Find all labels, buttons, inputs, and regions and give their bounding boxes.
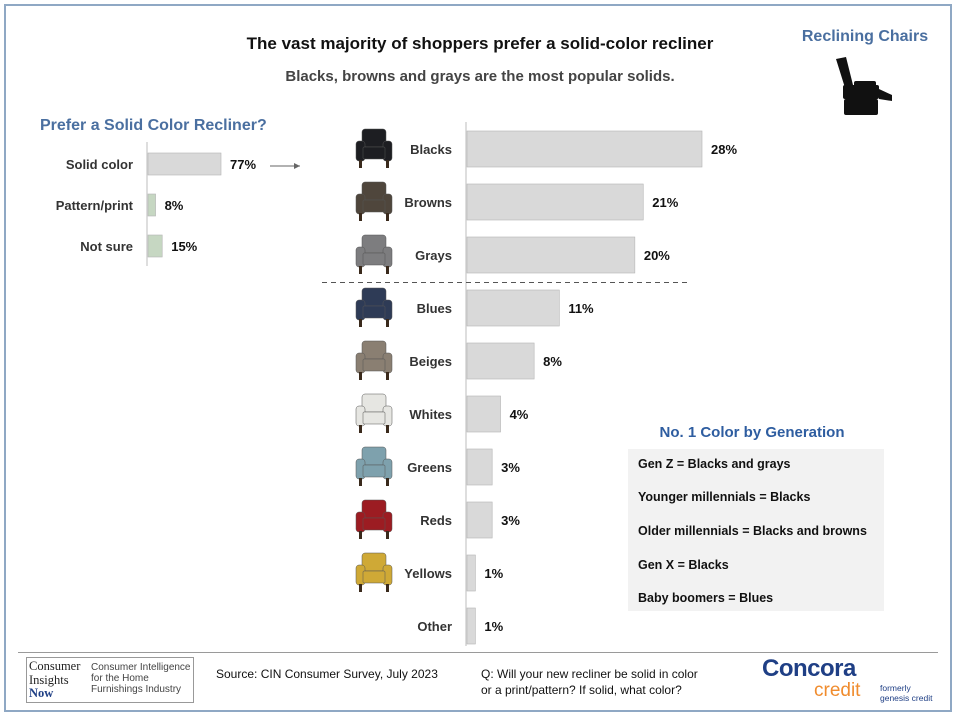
- generation-line: Gen Z = Blacks and grays: [638, 457, 791, 471]
- value-label: 21%: [652, 195, 678, 210]
- chart-subtitle: Blacks, browns and grays are the most po…: [285, 68, 675, 85]
- category-label: Blues: [417, 301, 452, 316]
- source-note: Source: CIN Consumer Survey, July 2023: [216, 667, 438, 681]
- bar: [466, 183, 644, 221]
- value-label: 4%: [510, 407, 529, 422]
- category-label: Browns: [404, 195, 452, 210]
- generation-line: Older millennials = Blacks and browns: [638, 524, 867, 538]
- armchair-icon: [355, 393, 393, 433]
- left-chart-title: Prefer a Solid Color Recliner?: [40, 117, 267, 134]
- category-label: Reds: [420, 513, 452, 528]
- armchair-icon: [355, 287, 393, 327]
- bar: [466, 501, 493, 539]
- category-label: Not sure: [80, 239, 133, 254]
- bar: [466, 395, 501, 433]
- value-label: 3%: [501, 513, 520, 528]
- category-label: Solid color: [66, 157, 133, 172]
- cin-logo: Consumer Insights Now Consumer Intellige…: [26, 657, 194, 703]
- category-label: Beiges: [409, 354, 452, 369]
- bar: [147, 193, 156, 217]
- recliner-chair-icon: [836, 57, 892, 115]
- category-label: Pattern/print: [56, 198, 134, 213]
- concora-logo: Concora: [762, 655, 856, 682]
- value-label: 15%: [171, 239, 197, 254]
- bar: [147, 234, 163, 258]
- armchair-icon: [355, 128, 393, 168]
- bar: [466, 236, 636, 274]
- bar: [466, 607, 476, 645]
- survey-question: Q: Will your new recliner be solid in co…: [481, 667, 698, 697]
- category-label: Yellows: [404, 566, 452, 581]
- arrow-head: [294, 163, 300, 169]
- slide-frame: [4, 4, 952, 712]
- armchair-icon: [355, 499, 393, 539]
- cin-tagline: Consumer Intelligence for the Home Furni…: [91, 662, 191, 695]
- bar: [147, 152, 222, 176]
- value-label: 77%: [230, 157, 256, 172]
- category-label: Other: [417, 619, 452, 634]
- value-label: 1%: [484, 566, 503, 581]
- armchair-icon: [355, 340, 393, 380]
- cin-logo-wordmark: Consumer Insights Now: [29, 659, 81, 700]
- armchair-icon: [355, 234, 393, 274]
- formerly-note: formerly genesis credit: [880, 683, 933, 703]
- value-label: 1%: [484, 619, 503, 634]
- category-label: Whites: [409, 407, 452, 422]
- generation-title: No. 1 Color by Generation: [659, 424, 845, 441]
- armchair-icon: [355, 181, 393, 221]
- generation-line: Baby boomers = Blues: [638, 591, 774, 605]
- value-label: 8%: [543, 354, 562, 369]
- value-label: 3%: [501, 460, 520, 475]
- armchair-icon: [355, 446, 393, 486]
- generation-line: Younger millennials = Blacks: [638, 490, 811, 504]
- chart-title: The vast majority of shoppers prefer a s…: [246, 34, 714, 53]
- bar: [466, 554, 476, 592]
- armchair-icon: [355, 552, 393, 592]
- category-title: Reclining Chairs: [801, 28, 929, 45]
- generation-box: Gen Z = Blacks and grays Younger millenn…: [628, 449, 884, 611]
- value-label: 11%: [568, 301, 594, 316]
- generation-line: Gen X = Blacks: [638, 558, 729, 572]
- bar: [466, 342, 535, 380]
- concora-credit-text: credit: [814, 680, 861, 701]
- category-label: Greens: [407, 460, 452, 475]
- bar: [466, 130, 703, 168]
- bar: [466, 448, 493, 486]
- footer-divider: [18, 652, 938, 653]
- value-label: 20%: [644, 248, 670, 263]
- bar: [466, 289, 560, 327]
- category-label: Blacks: [410, 142, 452, 157]
- value-label: 28%: [711, 142, 737, 157]
- value-label: 8%: [165, 198, 184, 213]
- category-label: Grays: [415, 248, 452, 263]
